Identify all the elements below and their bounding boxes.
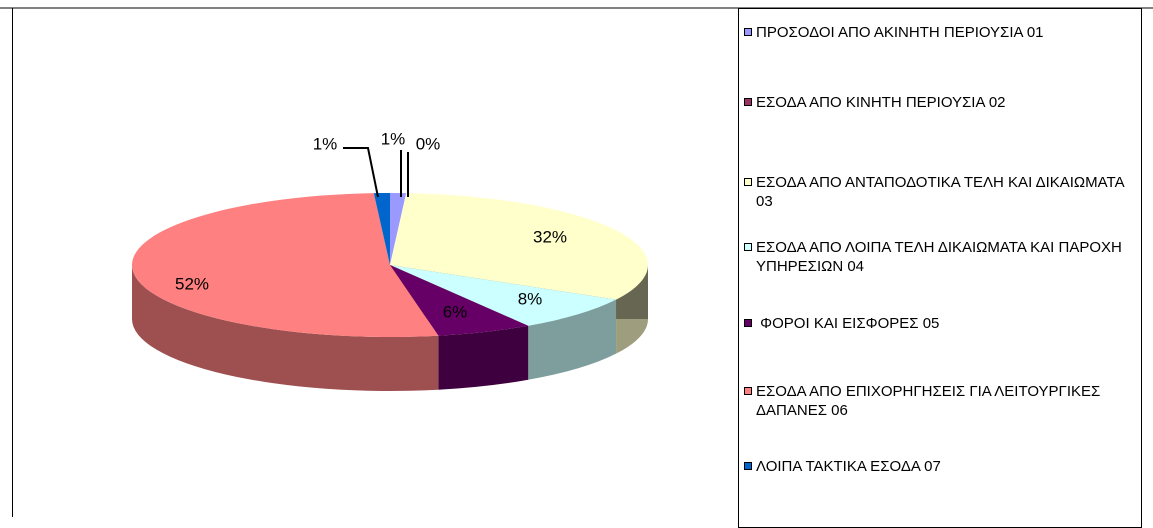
pie-side — [528, 299, 617, 380]
legend: ΠΡΟΣΟΔΟΙ ΑΠΟ ΑΚΙΝΗΤΗ ΠΕΡΙΟΥΣΙΑ 01 ΕΣΟΔΑ Α… — [738, 8, 1142, 528]
legend-swatch — [744, 387, 752, 395]
data-label: 1% — [313, 134, 338, 153]
pie-tops — [132, 193, 649, 337]
legend-swatch — [744, 462, 752, 470]
legend-swatch — [744, 243, 752, 251]
data-label: 1% — [381, 129, 406, 148]
data-label: 8% — [518, 289, 543, 308]
data-label: 0% — [416, 134, 441, 153]
pie-slice — [390, 265, 529, 336]
leader-line — [343, 147, 379, 198]
legend-label: ΦΟΡΟΙ ΚΑΙ ΕΙΣΦΟΡΕΣ 05 — [756, 315, 940, 332]
pie-slice — [390, 193, 649, 300]
legend-label: ΕΣΟΔΑ ΑΠΟ ΚΙΝΗΤΗ ΠΕΡΙΟΥΣΙΑ 02 — [756, 94, 1006, 111]
legend-label: ΕΣΟΔΑ ΑΠΟ ΑΝΤΑΠΟΔΟΤΙΚΑ ΤΕΛΗ ΚΑΙ ΔΙΚΑΙΩΜΑ… — [756, 174, 1128, 210]
data-label: 6% — [443, 302, 468, 321]
data-label: 52% — [175, 274, 209, 293]
data-labels: 1% 0% 32% 8% 6% 52% 1% — [175, 129, 567, 321]
data-label: 32% — [533, 227, 567, 246]
page: 1% 0% 32% 8% 6% 52% 1% ΠΡΟΣΟΔΟΙ ΑΠΟ ΑΚΙΝΗΤΗ ΠΕ… — [0, 7, 1153, 528]
pie-slice — [390, 193, 407, 265]
legend-swatch — [744, 178, 752, 186]
pie-slice — [132, 193, 439, 337]
pie-side — [438, 325, 529, 390]
legend-swatch — [744, 319, 752, 327]
legend-label: ΕΣΟΔΑ ΑΠΟ ΕΠΙΧΟΡΗΓΗΣΕΙΣ ΓΙΑ ΛΕΙΤΟΥΡΓΙΚΕΣ… — [756, 383, 1104, 419]
legend-swatch — [744, 28, 752, 36]
pie-slice — [373, 193, 390, 265]
legend-label: ΕΣΟΔΑ ΑΠΟ ΛΟΙΠΑ ΤΕΛΗ ΔΙΚΑΙΩΜΑΤΑ ΚΑΙ ΠΑΡΟ… — [756, 239, 1126, 275]
pie-side — [132, 265, 439, 391]
legend-swatch — [744, 98, 752, 106]
chart: 1% 0% 32% 8% 6% 52% 1% — [0, 7, 1153, 517]
legend-label: ΛΟΙΠΑ ΤΑΚΤΙΚΑ ΕΣΟΔΑ 07 — [756, 458, 941, 475]
legend-label: ΠΡΟΣΟΔΟΙ ΑΠΟ ΑΚΙΝΗΤΗ ΠΕΡΙΟΥΣΙΑ 01 — [756, 24, 1044, 41]
pie-slice — [390, 265, 617, 326]
